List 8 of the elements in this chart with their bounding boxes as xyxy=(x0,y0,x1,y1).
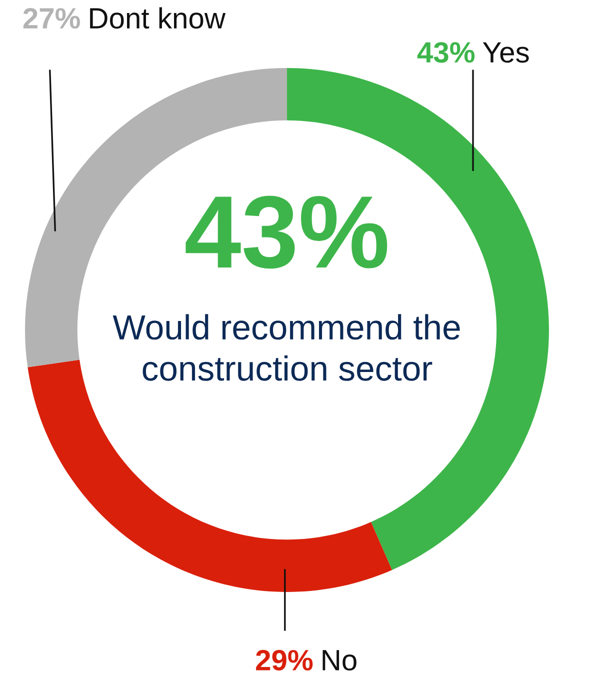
data-label: 43% xyxy=(417,42,475,63)
data-label: 29% xyxy=(256,650,313,671)
text: 43% xyxy=(186,196,388,269)
data-label: 27% xyxy=(23,8,80,29)
text: Would recommend the construction sector xyxy=(112,314,460,381)
slice-label: No xyxy=(322,650,356,671)
slice-label: Yes xyxy=(482,42,529,63)
slice-label: Dont know xyxy=(90,7,226,29)
